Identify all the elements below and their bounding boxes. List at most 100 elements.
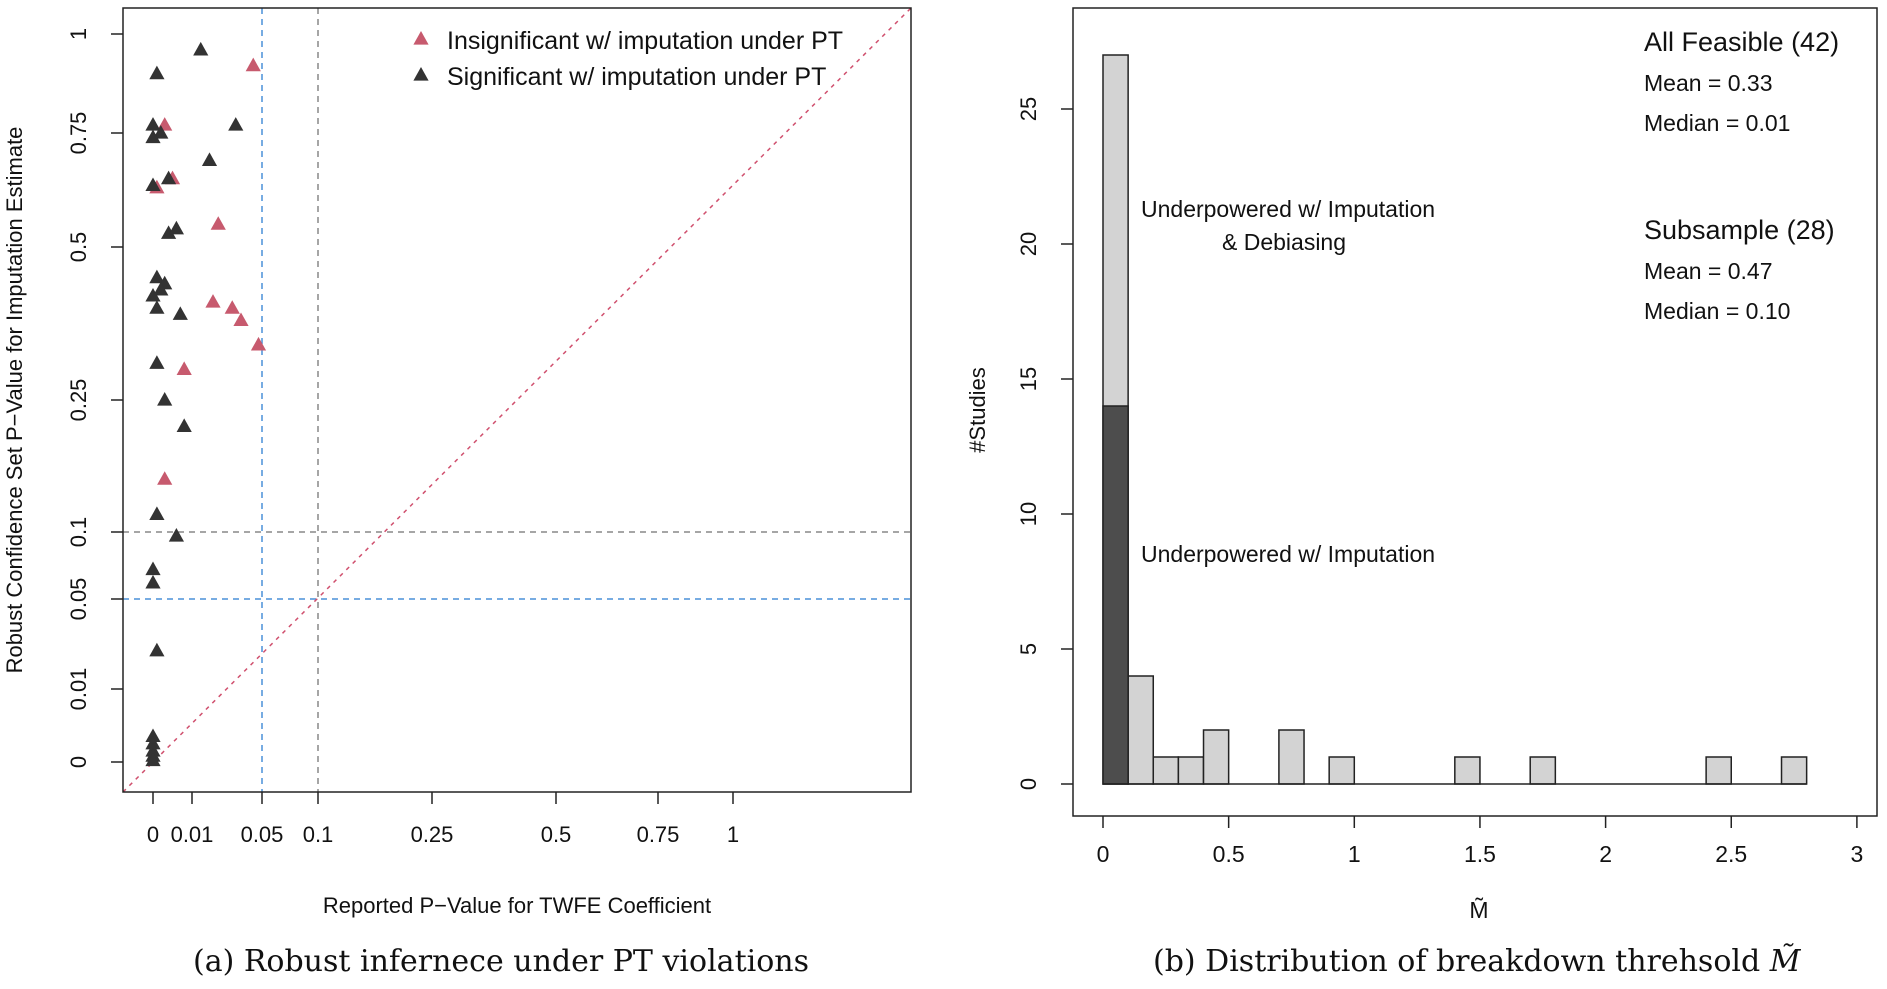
x-tick-label: 0.5 bbox=[541, 822, 572, 847]
data-point bbox=[168, 528, 184, 542]
data-point bbox=[172, 306, 188, 320]
y-tick-label: 0.1 bbox=[66, 517, 91, 548]
y-tick-label-b: 0 bbox=[1016, 778, 1041, 790]
y-tick-label: 0.25 bbox=[66, 379, 91, 422]
data-point bbox=[145, 117, 161, 131]
y-axis-label: Robust Confidence Set P−Value for Imputa… bbox=[2, 127, 27, 674]
subsample-median: Median = 0.10 bbox=[1644, 298, 1790, 324]
histogram-bar bbox=[1278, 729, 1305, 785]
data-point bbox=[193, 41, 209, 56]
data-point bbox=[145, 728, 161, 743]
x-tick-label-b: 3 bbox=[1851, 841, 1864, 867]
data-point bbox=[145, 561, 161, 576]
y-tick-label-b: 15 bbox=[1016, 367, 1041, 391]
x-tick-label-b: 1 bbox=[1348, 841, 1361, 867]
data-point bbox=[145, 752, 161, 767]
data-point bbox=[224, 300, 240, 314]
annotation-upper-line1: Underpowered w/ Imputation bbox=[1141, 196, 1435, 222]
y-tick-label-b: 25 bbox=[1016, 97, 1041, 121]
data-point bbox=[210, 216, 226, 230]
histogram-bar bbox=[1177, 756, 1205, 785]
y-tick-label-b: 20 bbox=[1016, 232, 1041, 256]
x-tick-label-b: 2 bbox=[1599, 841, 1612, 867]
y-tick-label: 0.75 bbox=[66, 112, 91, 155]
plot-frame-b bbox=[1072, 7, 1878, 817]
histogram-bar bbox=[1127, 675, 1155, 785]
all-feasible-median: Median = 0.01 bbox=[1644, 110, 1790, 136]
x-tick-label: 0.1 bbox=[303, 822, 334, 847]
data-point bbox=[145, 129, 161, 144]
y-tick-label-b: 5 bbox=[1016, 643, 1041, 655]
histogram-bar bbox=[1328, 756, 1356, 785]
plot-frame-a bbox=[122, 7, 912, 793]
caption-a: (a) Robust infernece under PT violations bbox=[193, 944, 809, 979]
data-point bbox=[168, 220, 184, 235]
y-tick-label-b: 10 bbox=[1016, 502, 1041, 526]
x-tick-label-b: 0.5 bbox=[1213, 841, 1245, 867]
legend-marker bbox=[413, 67, 429, 81]
histogram-bar bbox=[1529, 756, 1557, 785]
legend-marker bbox=[413, 31, 429, 45]
histogram-bar bbox=[1102, 405, 1129, 785]
x-tick-label: 0.01 bbox=[171, 822, 214, 847]
histogram-panel: 0 0.5 1 1.5 2 2.5 3 0 5 10 15 20 25 Underpowered w/… bbox=[965, 7, 1878, 923]
subsample-title: Subsample (28) bbox=[1644, 215, 1835, 245]
data-point bbox=[145, 177, 161, 192]
data-point bbox=[153, 281, 169, 296]
y-tick-label: 0.01 bbox=[66, 668, 91, 711]
x-tick-label: 0.05 bbox=[241, 822, 284, 847]
data-point bbox=[145, 574, 161, 589]
x-tick-label: 0 bbox=[147, 822, 159, 847]
x-tick-label-b: 0 bbox=[1097, 841, 1110, 867]
data-point bbox=[176, 361, 192, 375]
x-tick-label: 0.75 bbox=[637, 822, 680, 847]
data-point bbox=[149, 269, 165, 284]
data-point bbox=[153, 125, 169, 139]
histogram-bar bbox=[1705, 756, 1732, 785]
all-feasible-mean: Mean = 0.33 bbox=[1644, 70, 1773, 96]
x-tick-label: 1 bbox=[727, 822, 739, 847]
data-point bbox=[161, 225, 177, 239]
data-point bbox=[145, 287, 161, 302]
y-axis-label-b: #Studies bbox=[965, 367, 990, 453]
data-point bbox=[149, 65, 165, 80]
histogram-bar bbox=[1202, 729, 1230, 785]
data-point bbox=[176, 418, 192, 432]
y-tick-label: 0.05 bbox=[66, 578, 91, 621]
data-point bbox=[149, 642, 165, 657]
reference-line-diagonal bbox=[122, 7, 912, 793]
data-point bbox=[205, 294, 221, 308]
histogram-bar bbox=[1454, 756, 1481, 785]
histogram-bar bbox=[1152, 756, 1180, 785]
data-point bbox=[145, 735, 161, 750]
x-tick-label-b: 1.5 bbox=[1464, 841, 1496, 867]
annotation-lower: Underpowered w/ Imputation bbox=[1141, 541, 1435, 567]
caption-b-symbol: M̃ bbox=[1769, 944, 1801, 979]
data-point bbox=[228, 117, 244, 131]
data-point bbox=[161, 170, 177, 185]
all-feasible-title: All Feasible (42) bbox=[1644, 27, 1839, 57]
data-point bbox=[245, 57, 261, 72]
x-tick-label-b: 2.5 bbox=[1715, 841, 1747, 867]
caption-b-text: (b) Distribution of breakdown threhsold bbox=[1153, 944, 1761, 979]
x-axis-label: Reported P−Value for TWFE Coefficient bbox=[323, 893, 711, 918]
data-point bbox=[250, 336, 267, 351]
data-point bbox=[157, 392, 173, 406]
legend-label: Significant w/ imputation under PT bbox=[447, 63, 826, 91]
y-tick-label: 0 bbox=[66, 756, 91, 768]
data-point bbox=[149, 300, 165, 314]
y-tick-label: 1 bbox=[66, 28, 91, 40]
caption-b: (b) Distribution of breakdown threhsold … bbox=[1153, 944, 1800, 979]
data-point bbox=[149, 506, 165, 520]
annotation-upper-line2: & Debiasing bbox=[1222, 229, 1346, 255]
x-tick-label: 0.25 bbox=[411, 822, 454, 847]
data-point bbox=[157, 471, 173, 485]
y-tick-label: 0.5 bbox=[66, 232, 91, 263]
legend: Insignificant w/ imputation under PT Sign… bbox=[413, 27, 843, 91]
histogram-bar bbox=[1780, 756, 1808, 785]
scatter-panel: 0 0.01 0.05 0.1 0.25 0.5 0.75 1 0 0.01 0.05 0.1 0.2… bbox=[2, 7, 912, 918]
data-point bbox=[149, 355, 165, 369]
data-point bbox=[201, 152, 218, 166]
data-point bbox=[233, 312, 249, 327]
